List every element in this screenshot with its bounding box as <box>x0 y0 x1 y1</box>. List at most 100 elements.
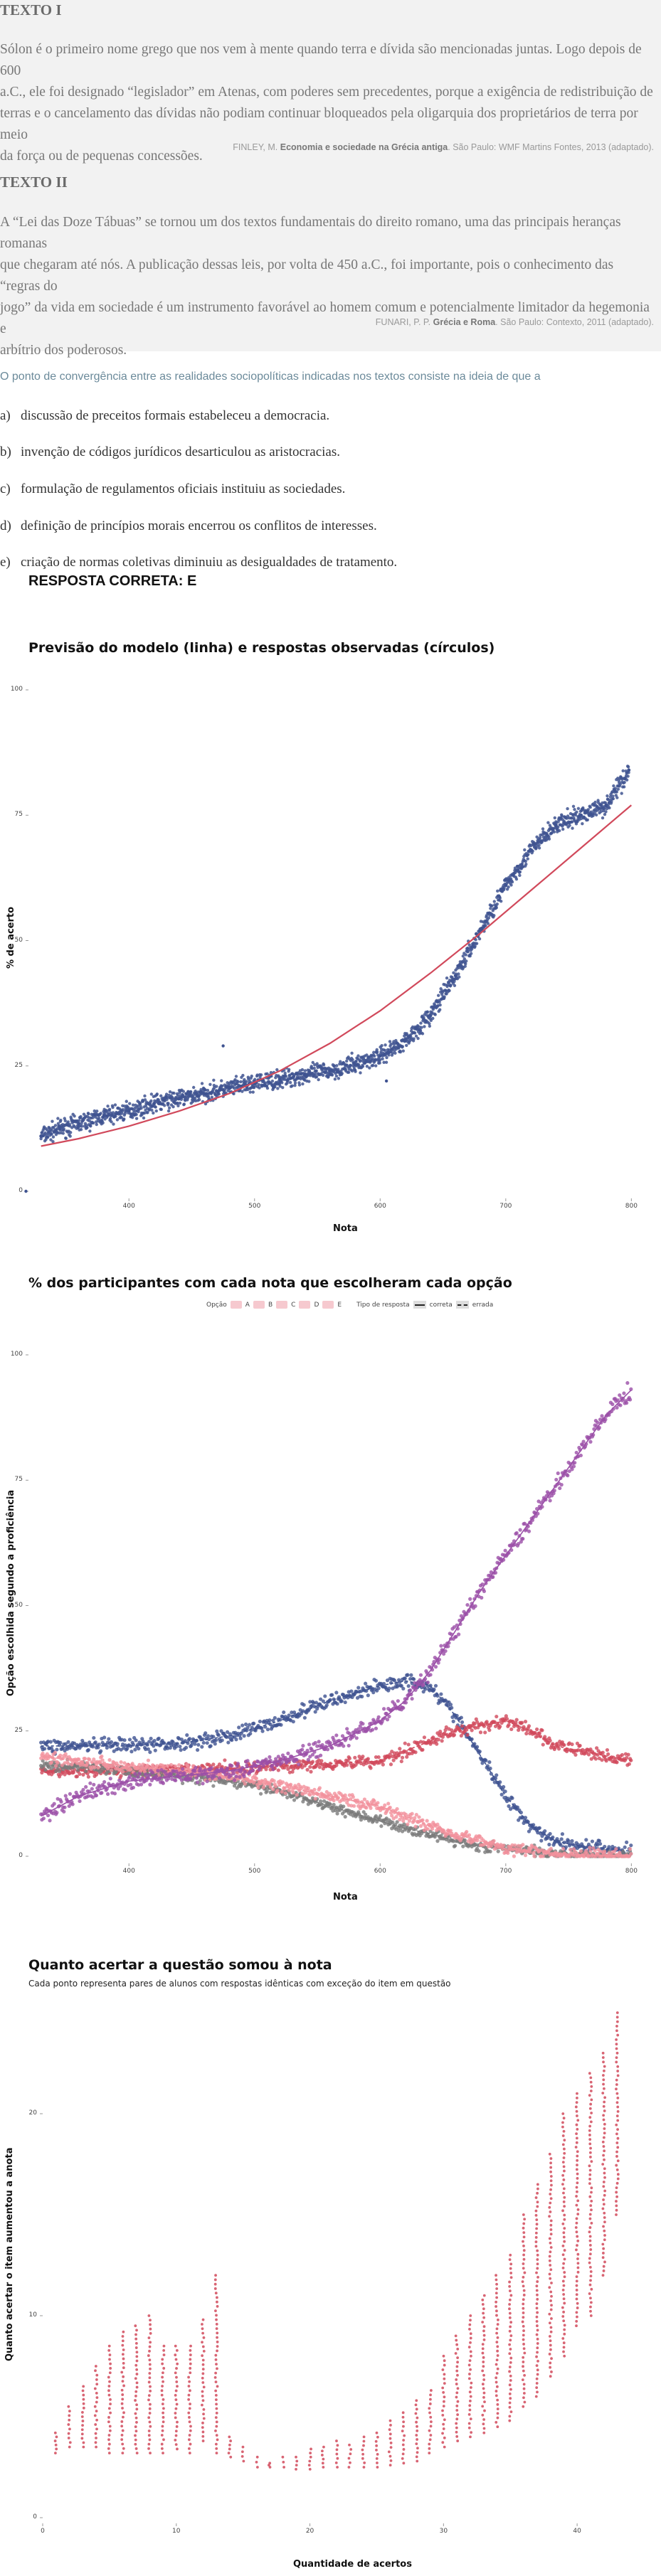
chart2-point-c <box>55 1767 60 1771</box>
chart2-point-d <box>425 1819 429 1823</box>
chart1-observed-point <box>51 1119 54 1123</box>
chart1-observed-point <box>379 1050 383 1053</box>
chart2-point-d <box>425 1827 430 1831</box>
chart2-point-e <box>169 1772 174 1777</box>
chart2-point-e <box>238 1774 242 1779</box>
chart1-observed-point <box>356 1054 360 1058</box>
option-c[interactable]: c) formulação de regulamentos oficiais in… <box>0 481 346 496</box>
chart2-point-c <box>258 1792 263 1796</box>
chart2-point-e <box>401 1705 406 1710</box>
chart2-point-b <box>392 1751 397 1755</box>
chart2-point-e <box>347 1743 351 1748</box>
chart1-observed-anchor <box>529 848 533 852</box>
chart2-point-a <box>183 1739 187 1743</box>
chart2-point-e <box>194 1765 198 1769</box>
chart2-point-a <box>401 1686 406 1691</box>
chart1-observed-point <box>73 1114 76 1118</box>
chart2-point-a <box>203 1731 208 1735</box>
chart1-observed-point <box>447 981 451 984</box>
chart2-point-d <box>523 1853 528 1858</box>
chart1-observed-point <box>485 914 489 917</box>
chart2-point-a <box>142 1742 146 1746</box>
chart2-point-d <box>241 1779 245 1783</box>
chart2-point-e <box>330 1746 334 1750</box>
chart1-observed-point <box>573 807 576 811</box>
chart1-observed-point <box>616 787 620 791</box>
option-a[interactable]: a) discussão de preceitos formais estabel… <box>0 408 330 423</box>
chart2-point-a <box>435 1693 440 1698</box>
chart2-point-c <box>402 1822 406 1826</box>
chart1-observed-point <box>337 1068 340 1071</box>
chart1-observed-point <box>215 1085 218 1088</box>
chart2-point-b <box>459 1733 463 1738</box>
chart1-observed-point <box>85 1126 89 1129</box>
legend-option-a: A <box>245 1301 250 1309</box>
chart2-point-c <box>285 1795 290 1800</box>
chart1-observed-point <box>63 1119 67 1123</box>
chart2-point-e <box>144 1772 148 1777</box>
chart2-point-a <box>133 1747 137 1752</box>
chart2-point-b <box>615 1760 619 1765</box>
chart1-observed-point <box>181 1090 186 1093</box>
chart2-point-d <box>92 1765 97 1769</box>
chart1-observed-point <box>273 1085 277 1089</box>
chart2-point-e <box>443 1649 448 1654</box>
chart2-point-a <box>313 1710 317 1714</box>
chart2-point-e <box>306 1757 310 1762</box>
chart2-point-d <box>271 1787 275 1792</box>
chart1-observed-point <box>150 1108 154 1112</box>
chart1-observed-point <box>401 1045 404 1048</box>
chart2-point-d <box>467 1833 472 1837</box>
chart1-observed-point <box>134 1103 137 1107</box>
chart2-point-d <box>83 1757 88 1761</box>
chart2-point-b <box>40 1770 44 1774</box>
chart1-observed-point <box>270 1079 275 1083</box>
chart1-observed-anchor <box>554 823 558 827</box>
chart2-point-e <box>408 1688 413 1693</box>
chart2-point-a <box>448 1703 453 1707</box>
option-d[interactable]: d) definição de princípios morais encerro… <box>0 518 377 533</box>
chart1-observed-point <box>429 1018 433 1022</box>
chart1-observed-anchor <box>77 1122 81 1126</box>
chart1-observed-point <box>112 1122 115 1126</box>
option-e[interactable]: e) criação de normas coletivas diminuiu a… <box>0 555 398 570</box>
chart1-observed-point <box>547 837 551 841</box>
chart1-observed-point <box>465 959 468 963</box>
texto2-line: que chegaram até nós. A publicação dessa… <box>0 257 614 294</box>
chart2-point-e <box>156 1769 160 1773</box>
chart1-observed-point <box>51 1135 55 1139</box>
chart1-observed-point <box>182 1102 186 1106</box>
chart1-observed-point <box>608 806 611 810</box>
chart1-observed-point <box>236 1080 240 1084</box>
legend-swatch-b <box>253 1301 265 1309</box>
chart2-line-a <box>41 1680 632 1852</box>
chart2-point-b <box>388 1762 393 1767</box>
chart2-point-a <box>287 1713 291 1718</box>
chart1-observed-anchor <box>453 974 458 978</box>
chart2-point-a <box>484 1758 488 1763</box>
option-b[interactable]: b) invenção de códigos jurídicos desartic… <box>0 445 340 459</box>
chart1-observed-point <box>599 809 603 814</box>
chart2-point-d <box>541 1854 545 1858</box>
chart2-point-a <box>220 1738 224 1742</box>
chart1-observed-point <box>312 1066 316 1070</box>
chart2-point-d <box>254 1776 259 1781</box>
chart1-observed-point <box>307 1080 311 1083</box>
chart2-point-e <box>245 1763 249 1767</box>
chart1-observed-point <box>232 1086 236 1090</box>
chart2-point-d <box>398 1817 402 1822</box>
chart1-observed-point <box>571 804 576 808</box>
chart2-point-e <box>135 1774 140 1779</box>
chart1-observed-point <box>333 1077 337 1081</box>
chart1-observed-anchor <box>58 1127 62 1131</box>
chart2-point-b <box>537 1731 541 1735</box>
chart1-observed-point <box>56 1122 60 1126</box>
chart1-observed-point <box>384 1060 388 1064</box>
chart1-observed-point <box>461 954 465 958</box>
legend-option-title: Opção <box>206 1301 227 1309</box>
chart2-point-a <box>243 1722 248 1727</box>
chart2-point-b <box>374 1755 379 1760</box>
chart2-point-a <box>92 1735 96 1740</box>
chart2-point-e <box>480 1582 485 1587</box>
legend-dashed-line-icon <box>455 1301 469 1309</box>
